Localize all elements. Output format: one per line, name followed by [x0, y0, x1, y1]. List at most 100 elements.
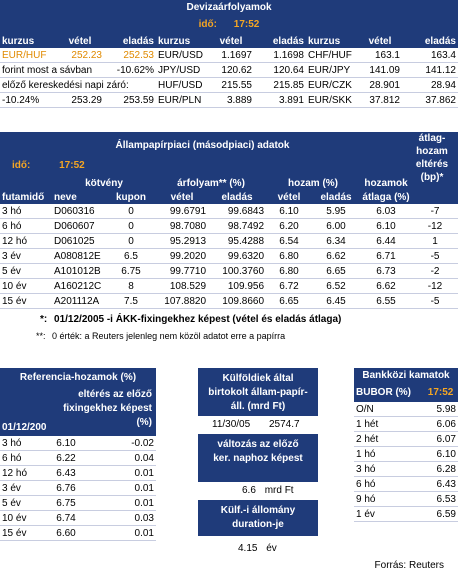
- bond-cell: 95.4288: [208, 233, 267, 249]
- fx-cell: CHF/HUF: [306, 48, 358, 63]
- ref-title: Referencia-hozamok (%): [19, 372, 137, 383]
- bond-cell: 99.6320: [208, 248, 267, 264]
- bond-cell: 107.8820: [156, 293, 209, 309]
- bond-cell: 98.7492: [208, 218, 267, 234]
- note-star: **:: [36, 331, 46, 341]
- ref-row: 12 hó 6.43 0.01: [0, 465, 156, 481]
- foreign-duration-unit: év: [266, 543, 277, 554]
- bubor-row: 2 hét 6.07: [354, 431, 458, 447]
- ref-cell: 0.04: [88, 450, 156, 466]
- bond-row: 15 év A201112A 7.5 107.8820 109.8660 6.65 6.45…: [0, 293, 458, 309]
- foreign-change-unit: mrd Ft: [264, 485, 294, 496]
- fx-cell: 28.94: [402, 77, 458, 93]
- bond-cell: 0: [106, 204, 157, 219]
- bubor-section: Bankközi kamatok BUBOR (%) 17:52 O/N 5.98…: [354, 368, 458, 522]
- bond-cell: 99.6791: [156, 204, 209, 219]
- foreign-duration-title: Külf.-i állomány duration-je: [198, 500, 318, 536]
- bubor-cell: 6.53: [408, 491, 458, 507]
- bond-cell: -5: [412, 248, 458, 264]
- bubor-cell: 6.43: [408, 476, 458, 492]
- fx-row: forint most a sávban -10.62% JPY/USD 120…: [0, 62, 458, 78]
- bond-cell: 109.8660: [208, 293, 267, 309]
- bond-row: 12 hó D061025 0 95.2913 95.4288 6.54 6.34 6.44 1: [0, 233, 458, 249]
- ref-cell: 6.60: [44, 525, 88, 541]
- bubor-cell: 1 hó: [354, 446, 408, 462]
- fx-section: Devizaárfolyamok idő: 17:52 kurzus vétel…: [0, 0, 458, 108]
- note-text: 0 érték: a Reuters jelenleg nem közöl ad…: [52, 331, 286, 341]
- ref-section: Referencia-hozamok (%) eltérés az előző …: [0, 368, 156, 541]
- bubor-cell: 1 év: [354, 506, 408, 522]
- bonds-col-kupon: kupon: [106, 190, 157, 204]
- fx-cell: 3.889: [208, 92, 254, 108]
- bubor-cell: 6.10: [408, 446, 458, 462]
- bond-cell: 1: [412, 233, 458, 249]
- bond-cell: 6.44: [360, 233, 413, 249]
- fx-cell: EUR/USD: [156, 48, 208, 63]
- ref-row: 3 hó 6.10 -0.02: [0, 436, 156, 451]
- ref-cell: 0.01: [88, 495, 156, 511]
- bond-cell: 10 év: [0, 278, 52, 294]
- fx-cell: HUF/USD: [156, 77, 208, 93]
- bond-cell: 3 év: [0, 248, 52, 264]
- ref-cell: 3 hó: [0, 436, 44, 451]
- fx-cell: forint most a sávban: [0, 62, 104, 78]
- bonds-header-row-2: futamidő neve kupon vétel eladás vétel e…: [0, 190, 458, 204]
- ref-cell: 6.10: [44, 436, 88, 451]
- fx-cell: 215.85: [254, 77, 306, 93]
- bonds-note-2: **: 0 érték: a Reuters jelenleg nem közö…: [36, 331, 458, 341]
- ref-table: 3 hó 6.10 -0.02 6 hó 6.22 0.04 12 hó 6.43 0.01 3 …: [0, 436, 156, 541]
- source-note: Forrás: Reuters: [374, 560, 444, 571]
- bond-cell: 8: [106, 278, 157, 294]
- bonds-col-vetel: vétel: [156, 190, 209, 204]
- bond-cell: 6.73: [360, 263, 413, 279]
- bond-cell: 98.7080: [156, 218, 209, 234]
- foreign-change-row: 6.6 mrd Ft: [198, 482, 318, 500]
- ref-cell: -0.02: [88, 436, 156, 451]
- fx-cell: 1.1697: [208, 48, 254, 63]
- bond-cell: 95.2913: [156, 233, 209, 249]
- fx-time: 17:52: [233, 19, 260, 30]
- bond-cell: 0: [106, 218, 157, 234]
- bond-cell: 5.95: [312, 204, 361, 219]
- bond-cell: A101012B: [52, 263, 106, 279]
- bond-cell: 6.54: [266, 233, 313, 249]
- bubor-cell: 6.07: [408, 431, 458, 447]
- fx-cell: 28.901: [358, 77, 402, 93]
- bubor-cell: 6.28: [408, 461, 458, 477]
- bond-cell: 100.3760: [208, 263, 267, 279]
- bubor-title: Bankközi kamatok: [354, 368, 458, 384]
- fx-cell: EUR/JPY: [306, 62, 358, 78]
- fx-time-row: idő: 17:52: [0, 16, 458, 34]
- ref-cell: 6.22: [44, 450, 88, 466]
- bond-cell: 6.20: [266, 218, 313, 234]
- ref-row: 15 év 6.60 0.01: [0, 525, 156, 541]
- fx-title: Devizaárfolyamok: [0, 0, 458, 16]
- bonds-col-eladas: eladás: [208, 190, 267, 204]
- bond-cell: 6.5: [106, 248, 157, 264]
- bonds-atlag-header: átlag-hozam eltérés (bp)*: [415, 133, 449, 183]
- bonds-section: Állampapírpiaci (másodpiaci) adatok idő:…: [0, 132, 458, 341]
- foreign-value-row: 11/30/05 2574.7: [198, 416, 318, 434]
- bonds-table: kötvény árfolyam** (%) hozam (%) hozamok…: [0, 176, 458, 309]
- bond-cell: A080812E: [52, 248, 106, 264]
- bonds-col-hozam: hozam (%): [266, 176, 361, 190]
- bond-cell: D061025: [52, 233, 106, 249]
- bond-cell: 6.45: [312, 293, 361, 309]
- bubor-row: 1 év 6.59: [354, 506, 458, 522]
- bond-cell: 6.10: [360, 218, 413, 234]
- bond-cell: 6.75: [106, 263, 157, 279]
- ref-row: 3 év 6.76 0.01: [0, 480, 156, 496]
- ref-cell: 6 hó: [0, 450, 44, 466]
- bond-cell: -7: [412, 204, 458, 219]
- bonds-col-kotveny: kötvény: [52, 176, 157, 190]
- bond-cell: 3 hó: [0, 204, 52, 219]
- bond-cell: 99.2020: [156, 248, 209, 264]
- bubor-cell: 6 hó: [354, 476, 408, 492]
- bond-cell: 6.80: [266, 248, 313, 264]
- bond-cell: 6.52: [312, 278, 361, 294]
- fx-cell: 120.64: [254, 62, 306, 78]
- fx-cell: 141.09: [358, 62, 402, 78]
- bubor-sub: BUBOR (%): [356, 387, 411, 398]
- bond-cell: 6.62: [360, 278, 413, 294]
- bond-cell: 6.65: [266, 293, 313, 309]
